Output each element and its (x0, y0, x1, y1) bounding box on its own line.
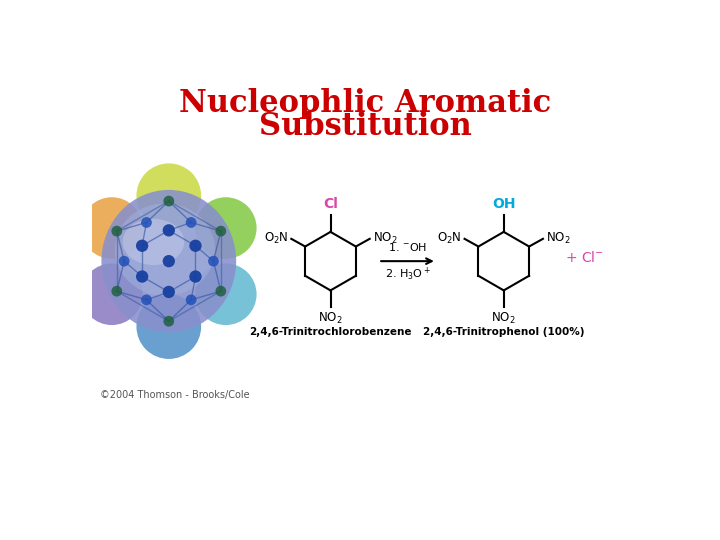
Circle shape (186, 294, 197, 305)
Circle shape (208, 256, 219, 267)
Circle shape (189, 240, 202, 252)
Circle shape (163, 316, 174, 327)
Text: ©2004 Thomson - Brooks/Cole: ©2004 Thomson - Brooks/Cole (99, 390, 249, 400)
Text: NO$_2$: NO$_2$ (492, 311, 516, 326)
Circle shape (81, 264, 143, 325)
Text: NO$_2$: NO$_2$ (373, 231, 397, 246)
Circle shape (189, 271, 202, 283)
Text: O$_2$N: O$_2$N (437, 231, 462, 246)
Text: NO$_2$: NO$_2$ (546, 231, 571, 246)
Circle shape (112, 226, 122, 237)
Text: Substitution: Substitution (258, 111, 472, 142)
Ellipse shape (122, 219, 184, 265)
Circle shape (195, 264, 256, 325)
Text: Cl: Cl (323, 197, 338, 211)
Circle shape (119, 256, 130, 267)
Circle shape (215, 226, 226, 237)
Text: OH: OH (492, 197, 516, 211)
Text: NO$_2$: NO$_2$ (318, 311, 343, 326)
Circle shape (163, 286, 175, 298)
Text: 2,4,6-Trinitrochlorobenzene: 2,4,6-Trinitrochlorobenzene (249, 327, 412, 336)
Circle shape (136, 240, 148, 252)
Circle shape (137, 294, 201, 359)
Ellipse shape (102, 190, 236, 333)
Ellipse shape (115, 204, 215, 296)
Circle shape (186, 217, 197, 228)
Text: 1. $^{-}$OH: 1. $^{-}$OH (388, 241, 427, 253)
Text: Nucleophlic Aromatic: Nucleophlic Aromatic (179, 88, 552, 119)
Circle shape (112, 286, 122, 296)
Text: + Cl$^{-}$: + Cl$^{-}$ (565, 250, 604, 265)
Circle shape (163, 224, 175, 237)
Circle shape (163, 255, 175, 267)
Circle shape (141, 294, 152, 305)
Circle shape (136, 271, 148, 283)
Circle shape (137, 164, 201, 228)
Circle shape (195, 197, 256, 259)
Text: 2,4,6-Trinitrophenol (100%): 2,4,6-Trinitrophenol (100%) (423, 327, 585, 336)
Text: 2. H$_3$O$^+$: 2. H$_3$O$^+$ (384, 266, 431, 283)
Circle shape (163, 195, 174, 206)
Circle shape (141, 217, 152, 228)
Text: O$_2$N: O$_2$N (264, 231, 288, 246)
Circle shape (215, 286, 226, 296)
Circle shape (81, 197, 143, 259)
